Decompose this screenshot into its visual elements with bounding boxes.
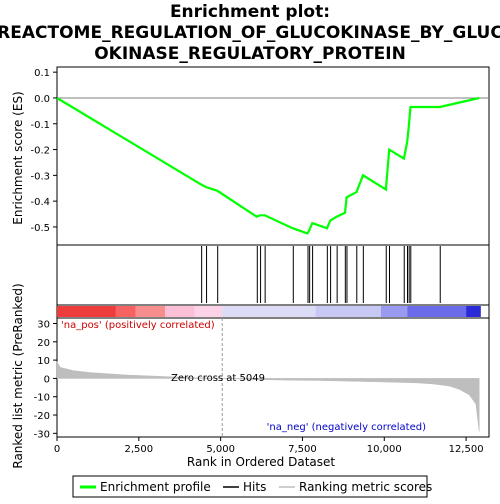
colorbar-segment-5 bbox=[222, 306, 316, 317]
legend: Enrichment profile Hits Ranking metric s… bbox=[72, 475, 432, 498]
legend-enrichment-label: Enrichment profile bbox=[100, 480, 211, 494]
metric-y-tick-label-0: 30 bbox=[37, 319, 50, 330]
es-y-tick-label-3: -0.2 bbox=[30, 146, 50, 157]
legend-hits-label: Hits bbox=[243, 480, 266, 494]
metric-y-tick-label-5: -20 bbox=[34, 411, 50, 422]
legend-box bbox=[72, 475, 428, 498]
colorbar-segment-2 bbox=[135, 306, 165, 317]
x-tick-label-5: 12,500 bbox=[449, 444, 484, 455]
colorbar-segment-6 bbox=[315, 306, 381, 317]
colorbar-segment-9 bbox=[466, 306, 481, 317]
enrichment-profile-line bbox=[56, 96, 480, 235]
x-tick-label-1: 2,500 bbox=[124, 444, 153, 455]
colorbar-segment-7 bbox=[381, 306, 408, 317]
es-y-tick-label-2: -0.1 bbox=[30, 120, 50, 131]
axes-layer: 0.1 0.0 -0.1 -0.2 -0.3 -0.4 -0.5 30 20 10 0 -10 -20 -… bbox=[30, 68, 483, 455]
es-y-axis-label: Enrichment score (ES) bbox=[11, 91, 25, 224]
x-axis-label: Rank in Ordered Dataset bbox=[187, 455, 335, 469]
metric-y-tick-label-6: -30 bbox=[34, 429, 50, 440]
metric-y-tick-label-4: -10 bbox=[34, 393, 50, 404]
colorbar-segment-1 bbox=[115, 306, 136, 317]
x-tick-label-4: 10,000 bbox=[367, 444, 402, 455]
es-y-tick-label-5: -0.4 bbox=[30, 197, 50, 208]
es-y-tick-label-6: -0.5 bbox=[30, 223, 50, 234]
es-y-tick-label-1: 0.0 bbox=[34, 94, 50, 105]
metric-layer bbox=[56, 318, 480, 437]
metric-y-tick-label-2: 10 bbox=[37, 356, 50, 367]
ranking-metric-area bbox=[56, 360, 480, 432]
hits-layer bbox=[201, 246, 441, 303]
es-y-tick-label-4: -0.3 bbox=[30, 171, 50, 182]
colorbar-layer bbox=[57, 306, 481, 317]
x-tick-label-3: 7,500 bbox=[288, 444, 317, 455]
zero-cross-label: Zero cross at 5049 bbox=[171, 373, 265, 384]
colorbar-segment-3 bbox=[165, 306, 195, 317]
chart-title-line1: Enrichment plot: bbox=[170, 2, 330, 22]
hits-panel-frame bbox=[56, 244, 490, 306]
chart-title-line2: REACTOME_REGULATION_OF_GLUCOKINASE_BY_GL… bbox=[0, 23, 500, 43]
x-tick-label-2: 5,000 bbox=[206, 444, 235, 455]
colorbar-segment-4 bbox=[194, 306, 223, 317]
x-tick-label-0: 0 bbox=[54, 444, 60, 455]
chart-title-line3: OKINASE_REGULATORY_PROTEIN bbox=[94, 44, 406, 64]
metric-y-axis-label: Ranked list metric (PreRanked) bbox=[11, 283, 25, 468]
pos-correlated-label: 'na_pos' (positively correlated) bbox=[61, 320, 215, 331]
neg-correlated-label: 'na_neg' (negatively correlated) bbox=[267, 422, 426, 433]
legend-metric-label: Ranking metric scores bbox=[299, 480, 432, 494]
es-layer bbox=[56, 96, 489, 235]
es-panel-frame bbox=[56, 66, 490, 246]
metric-y-tick-label-1: 20 bbox=[37, 338, 50, 349]
metric-y-tick-label-3: 0 bbox=[44, 374, 50, 385]
es-y-tick-label-0: 0.1 bbox=[34, 68, 50, 79]
colorbar-segment-0 bbox=[57, 306, 116, 317]
colorbar-segment-8 bbox=[407, 306, 467, 317]
